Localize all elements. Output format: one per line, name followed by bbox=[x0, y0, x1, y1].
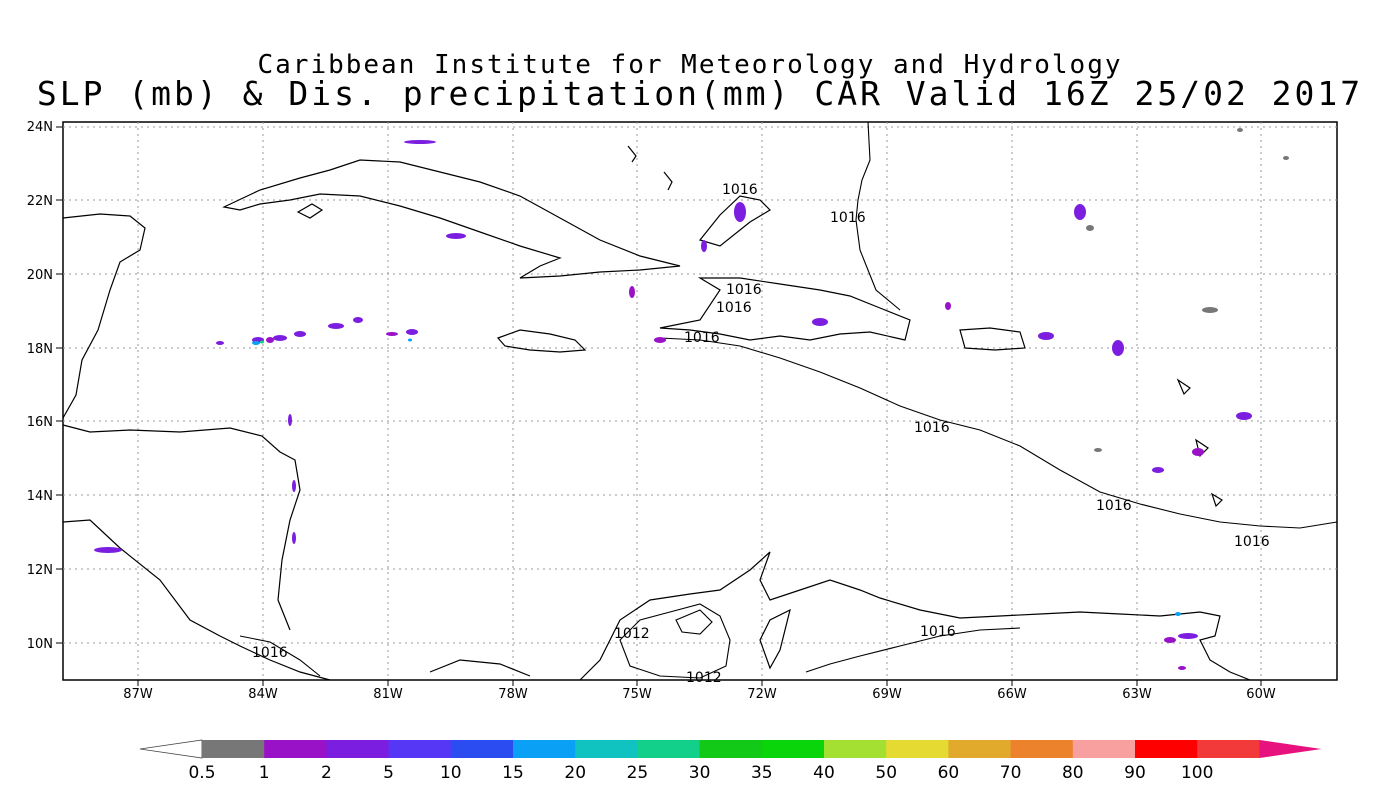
colorbar-label: 50 bbox=[875, 763, 897, 783]
isobar-label: 1016 bbox=[830, 210, 866, 226]
puerto-rico bbox=[959, 327, 1026, 351]
colorbar-swatch bbox=[761, 740, 825, 758]
colorbar-label: 80 bbox=[1062, 763, 1084, 783]
isobar-label: 1012 bbox=[686, 670, 722, 686]
latitude-ticks bbox=[56, 126, 63, 644]
jamaica bbox=[496, 329, 587, 353]
colorbar-label: 30 bbox=[689, 763, 711, 783]
colorbar-swatch bbox=[1135, 740, 1198, 758]
honduras-coast bbox=[62, 424, 301, 631]
isobar-label: 1016 bbox=[920, 624, 956, 640]
isobar-label: 1012 bbox=[614, 626, 650, 642]
isobar-1016-main bbox=[855, 121, 901, 311]
bahamas bbox=[698, 195, 771, 247]
lon-label: 84W bbox=[248, 687, 278, 702]
colorbar-label: 60 bbox=[938, 763, 960, 783]
colorbar-swatch bbox=[1072, 740, 1136, 758]
colorbar-swatch bbox=[202, 740, 265, 758]
colorbar-label: 35 bbox=[751, 763, 773, 783]
lon-label: 72W bbox=[747, 687, 777, 702]
isobar-label: 1016 bbox=[726, 282, 762, 298]
lon-label: 63W bbox=[1122, 687, 1152, 702]
map-frame bbox=[62, 121, 1338, 681]
graticule bbox=[63, 122, 1337, 680]
lat-label: 24N bbox=[27, 120, 53, 135]
south-america-coast bbox=[579, 551, 1251, 681]
yucatan-coast bbox=[62, 213, 146, 419]
isobar-label: 1016 bbox=[1234, 534, 1270, 550]
isobar-label: 1016 bbox=[722, 182, 758, 198]
map-title-line2: SLP (mb) & Dis. precipitation(mm) CAR Va… bbox=[36, 74, 1364, 113]
isobar-1012-sa bbox=[619, 603, 731, 679]
lon-label: 87W bbox=[123, 687, 153, 702]
colorbar-label: 20 bbox=[564, 763, 586, 783]
lon-label: 81W bbox=[373, 687, 403, 702]
hispaniola bbox=[659, 277, 911, 341]
colorbar-swatch bbox=[1197, 740, 1260, 758]
colorbar-swatch bbox=[575, 740, 638, 758]
isobar-1016-south bbox=[659, 337, 1338, 529]
isobars bbox=[239, 121, 1338, 679]
colorbar bbox=[139, 739, 1322, 759]
lon-label: 60W bbox=[1246, 687, 1276, 702]
colorbar-swatch bbox=[326, 740, 390, 758]
lon-label: 69W bbox=[872, 687, 902, 702]
lat-label: 14N bbox=[27, 489, 53, 504]
map-title-line1: Caribbean Institute for Meteorology and … bbox=[257, 50, 1123, 80]
isobar-label: 1016 bbox=[914, 420, 950, 436]
colorbar-swatch bbox=[824, 740, 887, 758]
isobar-labels: 1016 1016 1016 1016 1016 1016 1016 1016 … bbox=[252, 182, 1270, 686]
lon-label: 75W bbox=[622, 687, 652, 702]
colorbar-label: 90 bbox=[1124, 763, 1146, 783]
colorbar-swatch bbox=[388, 740, 452, 758]
colorbar-label: 10 bbox=[440, 763, 462, 783]
colorbar-swatch bbox=[1010, 740, 1074, 758]
venezuela-inner bbox=[429, 659, 531, 677]
nicaragua-coast bbox=[62, 519, 331, 681]
colorbar-min-arrow bbox=[139, 739, 203, 759]
colorbar-label: 5 bbox=[383, 763, 394, 783]
colorbar-label: 70 bbox=[1000, 763, 1022, 783]
colorbar-label: 15 bbox=[502, 763, 524, 783]
lat-label: 10N bbox=[27, 637, 53, 652]
colorbar-swatch bbox=[948, 740, 1012, 758]
colorbar-swatch bbox=[886, 740, 949, 758]
colorbar-label: 40 bbox=[813, 763, 835, 783]
lat-label: 20N bbox=[27, 268, 53, 283]
colorbar-labels: 0.5 1 2 5 10 15 20 25 30 35 40 50 60 70 80 90 100 bbox=[188, 763, 1213, 783]
colorbar-label: 0.5 bbox=[188, 763, 215, 783]
precipitation-cells bbox=[94, 128, 1289, 670]
coastlines bbox=[62, 145, 1251, 681]
colorbar-swatch bbox=[637, 740, 701, 758]
lat-label: 18N bbox=[27, 342, 53, 357]
colorbar-max-arrow bbox=[1259, 740, 1322, 758]
colorbar-label: 100 bbox=[1181, 763, 1213, 783]
longitude-ticks bbox=[137, 680, 1262, 686]
colorbar-swatch bbox=[513, 740, 576, 758]
colorbar-swatch bbox=[450, 740, 514, 758]
colorbar-swatch bbox=[699, 740, 763, 758]
lon-label: 66W bbox=[997, 687, 1027, 702]
longitude-axis: 87W 84W 81W 78W 75W 72W 69W 66W 63W 60W bbox=[123, 687, 1276, 702]
isobar-label: 1016 bbox=[1096, 498, 1132, 514]
cuba bbox=[222, 159, 681, 279]
colorbar-label: 1 bbox=[259, 763, 270, 783]
isla-juventud bbox=[296, 203, 324, 219]
latitude-axis: 24N 22N 20N 18N 16N 14N 12N 10N bbox=[27, 120, 53, 652]
lat-label: 22N bbox=[27, 194, 53, 209]
colorbar-label: 25 bbox=[627, 763, 649, 783]
lon-label: 78W bbox=[498, 687, 528, 702]
lat-label: 16N bbox=[27, 415, 53, 430]
lat-label: 12N bbox=[27, 563, 53, 578]
isobar-label: 1016 bbox=[252, 645, 288, 661]
colorbar-label: 2 bbox=[321, 763, 332, 783]
isobar-label: 1016 bbox=[684, 330, 720, 346]
isobar-label: 1016 bbox=[716, 300, 752, 316]
colorbar-swatch bbox=[264, 740, 327, 758]
